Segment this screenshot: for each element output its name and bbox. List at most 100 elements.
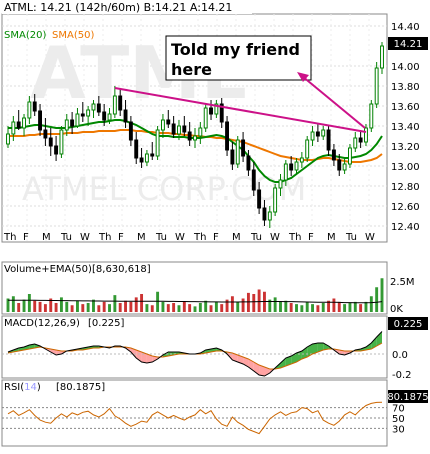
macd-histogram-segment [152, 356, 158, 362]
candle-body [139, 157, 144, 163]
volume-bar [65, 301, 69, 312]
price-axis: 14.40 14.00 13.80 13.60 13.40 13.20 13.00 12.80… [391, 22, 420, 233]
candle-body [91, 103, 96, 111]
volume-bar [97, 305, 101, 312]
candle-body [342, 163, 347, 171]
volume-ema-path [8, 299, 383, 304]
candle-body [177, 125, 181, 135]
candle-body [86, 109, 91, 117]
volume-bar [284, 300, 288, 312]
rsi-path [7, 401, 383, 435]
date-tick-label: M [42, 232, 51, 243]
candle-body [160, 119, 165, 131]
candle-body [289, 163, 294, 171]
candle-body [155, 129, 160, 157]
volume-bar [311, 304, 314, 312]
price-tick-label: 13.80 [391, 82, 420, 93]
candle-body [321, 129, 326, 137]
candle-body [273, 187, 278, 213]
candle-body [123, 109, 128, 123]
volume-bar [305, 301, 309, 312]
candle-body [353, 137, 358, 149]
volume-bar [27, 294, 31, 312]
date-tick-label: W [365, 232, 375, 243]
candle-body [38, 110, 43, 131]
candle-body [193, 135, 197, 141]
volume-bar [43, 304, 47, 312]
header-bg [2, 0, 252, 14]
date-tick-label: Tu [250, 232, 262, 243]
volume-value: [8,630,618] [92, 264, 151, 275]
annotation-arrowhead [297, 72, 309, 82]
volume-bar [268, 299, 272, 312]
macd-value: [0.225] [88, 318, 125, 329]
date-tick-label: M [232, 232, 241, 243]
candle-body [262, 207, 267, 221]
price-tick-label: 14.00 [391, 62, 420, 73]
volume-bar [327, 300, 331, 312]
volume-bar [81, 304, 85, 312]
date-tick-label: F [23, 232, 29, 243]
volume-bar [172, 303, 176, 312]
macd-histogram-segment [146, 354, 153, 363]
rsi-tick-label: 50 [392, 414, 405, 425]
volume-bar [177, 305, 181, 312]
candle-body [102, 111, 107, 121]
macd-histogram-segment [232, 353, 238, 362]
volume-bar [375, 287, 379, 312]
candle-body [6, 133, 10, 145]
candle-body [80, 113, 85, 117]
volume-bar [70, 305, 74, 312]
macd-histogram-segment [130, 348, 137, 358]
date-tick-label: W [175, 232, 185, 243]
volume-bar [118, 303, 122, 312]
volume-bar [150, 305, 154, 312]
candle-body [64, 119, 69, 131]
rsi-label-suffix: ) [37, 382, 41, 393]
volume-bar [17, 303, 21, 312]
candle-body [150, 153, 155, 157]
volume-bar [38, 301, 42, 312]
candle-body [358, 137, 363, 143]
volume-bar [369, 296, 373, 312]
volume-bar [6, 298, 10, 312]
candle-body [166, 119, 171, 125]
candle-body [315, 131, 320, 137]
candlesticks [6, 42, 384, 228]
candle-body [230, 149, 235, 165]
volume-bar [321, 303, 325, 312]
candle-body [326, 129, 331, 151]
rsi-label-period: 14 [24, 382, 37, 393]
legend-sma50: SMA(50) [52, 30, 94, 41]
volume-bar [289, 303, 293, 312]
volume-bar [204, 300, 208, 312]
candle-body [283, 163, 288, 181]
candle-body [267, 211, 272, 221]
candle-body [214, 103, 219, 115]
macd-tick-label: -0.2 [392, 370, 412, 381]
volume-bar [161, 301, 165, 312]
macd-label: MACD(12,26,9) [4, 318, 80, 329]
candle-body [278, 179, 283, 189]
date-tick-label: F [213, 232, 219, 243]
candle-body [198, 127, 203, 137]
volume-bar [316, 305, 320, 312]
candle-body [380, 45, 384, 69]
candle-body [27, 101, 32, 119]
volume-bar [102, 301, 106, 312]
macd-badge-value: 0.225 [394, 319, 423, 330]
candle-body [209, 107, 213, 115]
candle-body [171, 123, 176, 135]
candle-body [32, 101, 37, 112]
macd-badge [388, 317, 428, 330]
date-tick-label: Tu [155, 232, 167, 243]
date-tick-label: Th [3, 232, 16, 243]
candle-body [337, 159, 342, 171]
candle-body [134, 139, 139, 159]
macd-histogram-segment [376, 331, 382, 346]
macd-histogram-segment [259, 365, 265, 376]
volume-bar [11, 296, 15, 312]
